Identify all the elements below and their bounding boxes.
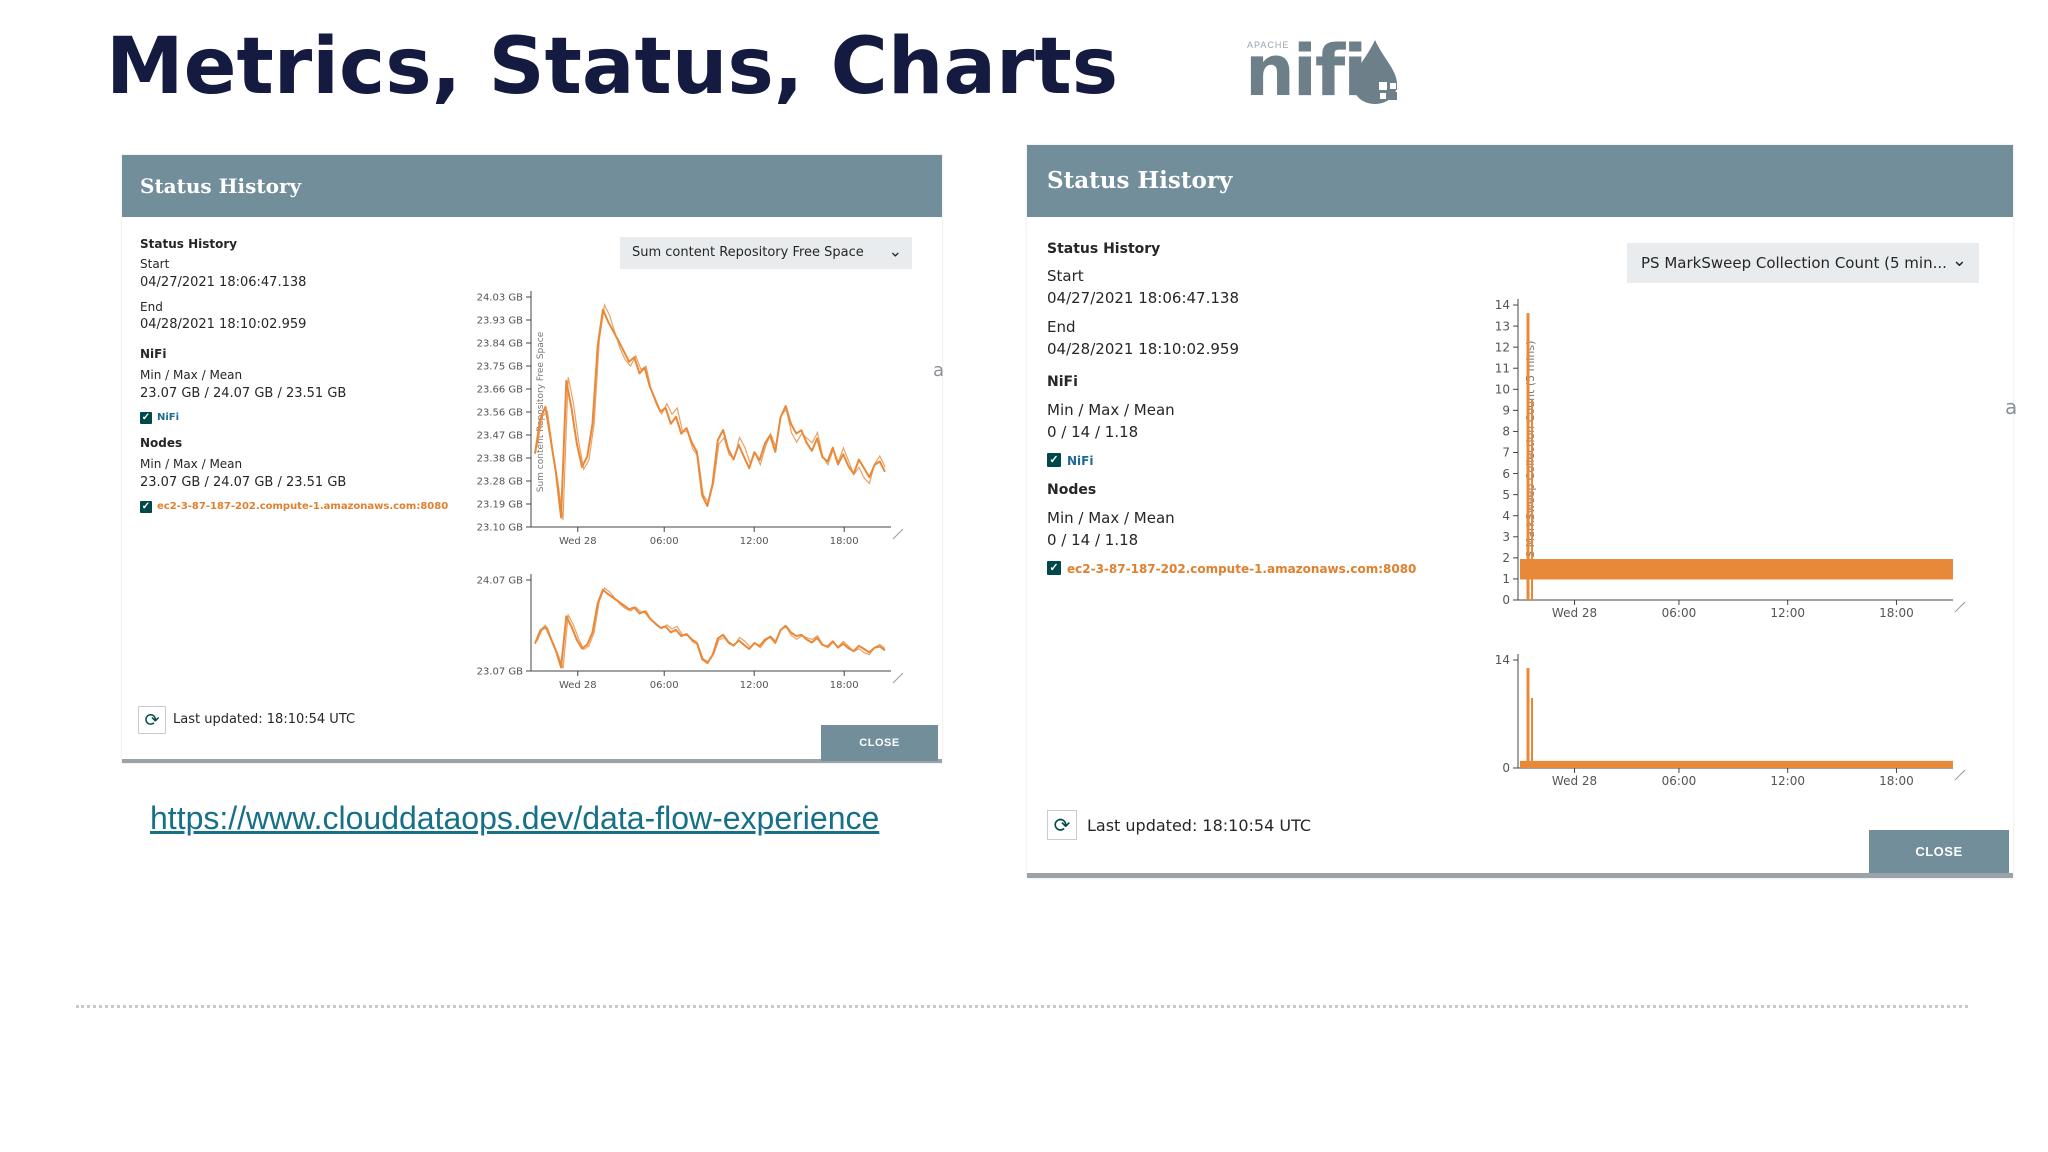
chevron-down-icon: ⌄: [888, 241, 902, 261]
close-button[interactable]: CLOSE: [1869, 830, 2009, 873]
end-value: 04/28/2021 18:10:02.959: [1047, 340, 1239, 358]
water-drop-icon: [1353, 40, 1397, 104]
start-value: 04/27/2021 18:06:47.138: [1047, 289, 1239, 307]
nodes-stats-value: 23.07 GB / 24.07 GB / 23.51 GB: [140, 475, 347, 490]
nodes-stats-value: 0 / 14 / 1.18: [1047, 531, 1139, 549]
end-label: End: [1047, 318, 1076, 336]
metric-select-value: PS MarkSweep Collection Count (5 min...: [1641, 254, 1947, 272]
nifi-logo: APACHE nifi: [1245, 36, 1405, 106]
nodes-stats-label: Min / Max / Mean: [140, 457, 243, 471]
close-button[interactable]: CLOSE: [821, 725, 938, 761]
nodes-label: Nodes: [140, 436, 183, 450]
cloud-dataops-link[interactable]: https://www.clouddataops.dev/data-flow-e…: [150, 800, 880, 836]
nodes-stats-label: Min / Max / Mean: [1047, 509, 1175, 527]
nifi-checkbox[interactable]: ✓: [1047, 453, 1061, 467]
dialog-header: Status History: [1027, 145, 2013, 217]
dialog-header: Status History: [122, 155, 942, 217]
nifi-checkbox[interactable]: ✓: [140, 412, 152, 424]
status-history-dialog-left: Status History Status History Start 04/2…: [122, 155, 942, 763]
end-value: 04/28/2021 18:10:02.959: [140, 317, 307, 332]
metric-select-value: Sum content Repository Free Space: [632, 245, 864, 260]
dialog-bottom-border: [122, 759, 942, 763]
nifi-stats-value: 0 / 14 / 1.18: [1047, 423, 1139, 441]
nodes-label: Nodes: [1047, 482, 1097, 498]
dialog-bottom-border: [1027, 873, 2013, 878]
nifi-checkbox-label: NiFi: [1067, 454, 1094, 468]
status-history-dialog-right: Status History Status History Start 04/2…: [1027, 145, 2013, 878]
end-label: End: [140, 300, 163, 314]
node-checkbox-label: ec2-3-87-187-202.compute-1.amazonaws.com…: [157, 501, 449, 512]
nifi-stats-label: Min / Max / Mean: [1047, 401, 1175, 419]
last-updated: Last updated: 18:10:54 UTC: [1087, 816, 1312, 835]
side-fragment-left: a: [933, 360, 945, 381]
dotted-divider: [76, 1005, 1968, 1008]
section-title: Status History: [1047, 241, 1161, 257]
logo-word: nifi: [1245, 30, 1367, 112]
metric-select[interactable]: PS MarkSweep Collection Count (5 min... …: [1627, 243, 1979, 283]
refresh-button[interactable]: ⟳: [1047, 810, 1077, 840]
node-checkbox-label: ec2-3-87-187-202.compute-1.amazonaws.com…: [1067, 562, 1417, 576]
node-checkbox[interactable]: ✓: [1047, 561, 1061, 575]
nifi-label: NiFi: [1047, 374, 1078, 390]
slide-title: Metrics, Status, Charts: [106, 22, 1119, 112]
node-checkbox[interactable]: ✓: [140, 501, 152, 513]
logo-apache-text: APACHE: [1247, 40, 1290, 50]
nifi-stats-label: Min / Max / Mean: [140, 368, 243, 382]
metric-select[interactable]: Sum content Repository Free Space ⌄: [620, 237, 912, 269]
start-value: 04/27/2021 18:06:47.138: [140, 275, 307, 290]
section-title: Status History: [140, 237, 238, 251]
nifi-checkbox-label: NiFi: [157, 412, 180, 423]
last-updated: Last updated: 18:10:54 UTC: [173, 712, 356, 727]
refresh-button[interactable]: ⟳: [138, 706, 166, 734]
start-label: Start: [1047, 267, 1084, 285]
nifi-stats-value: 23.07 GB / 24.07 GB / 23.51 GB: [140, 386, 347, 401]
chevron-down-icon: ⌄: [1951, 250, 1967, 271]
nifi-label: NiFi: [140, 347, 167, 361]
start-label: Start: [140, 257, 170, 271]
side-fragment-right: a: [2005, 395, 2018, 419]
